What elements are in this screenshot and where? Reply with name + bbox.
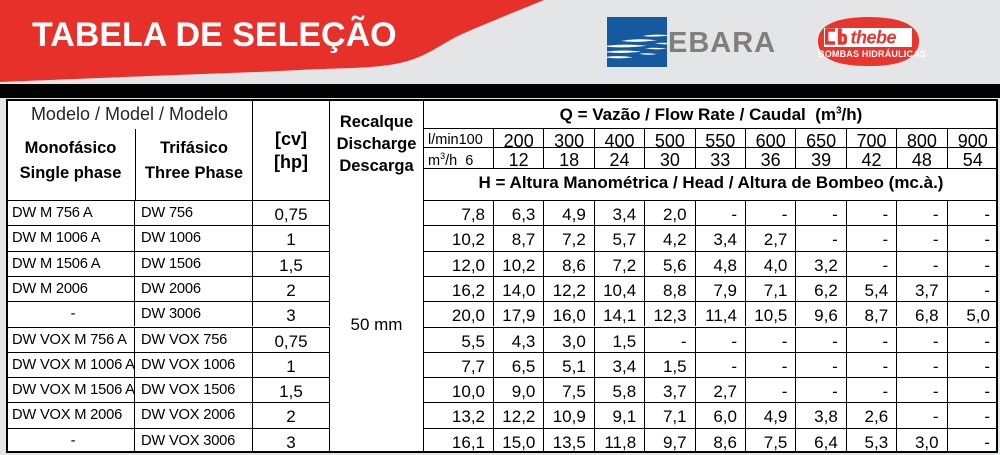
- svg-text:thebe: thebe: [851, 28, 897, 48]
